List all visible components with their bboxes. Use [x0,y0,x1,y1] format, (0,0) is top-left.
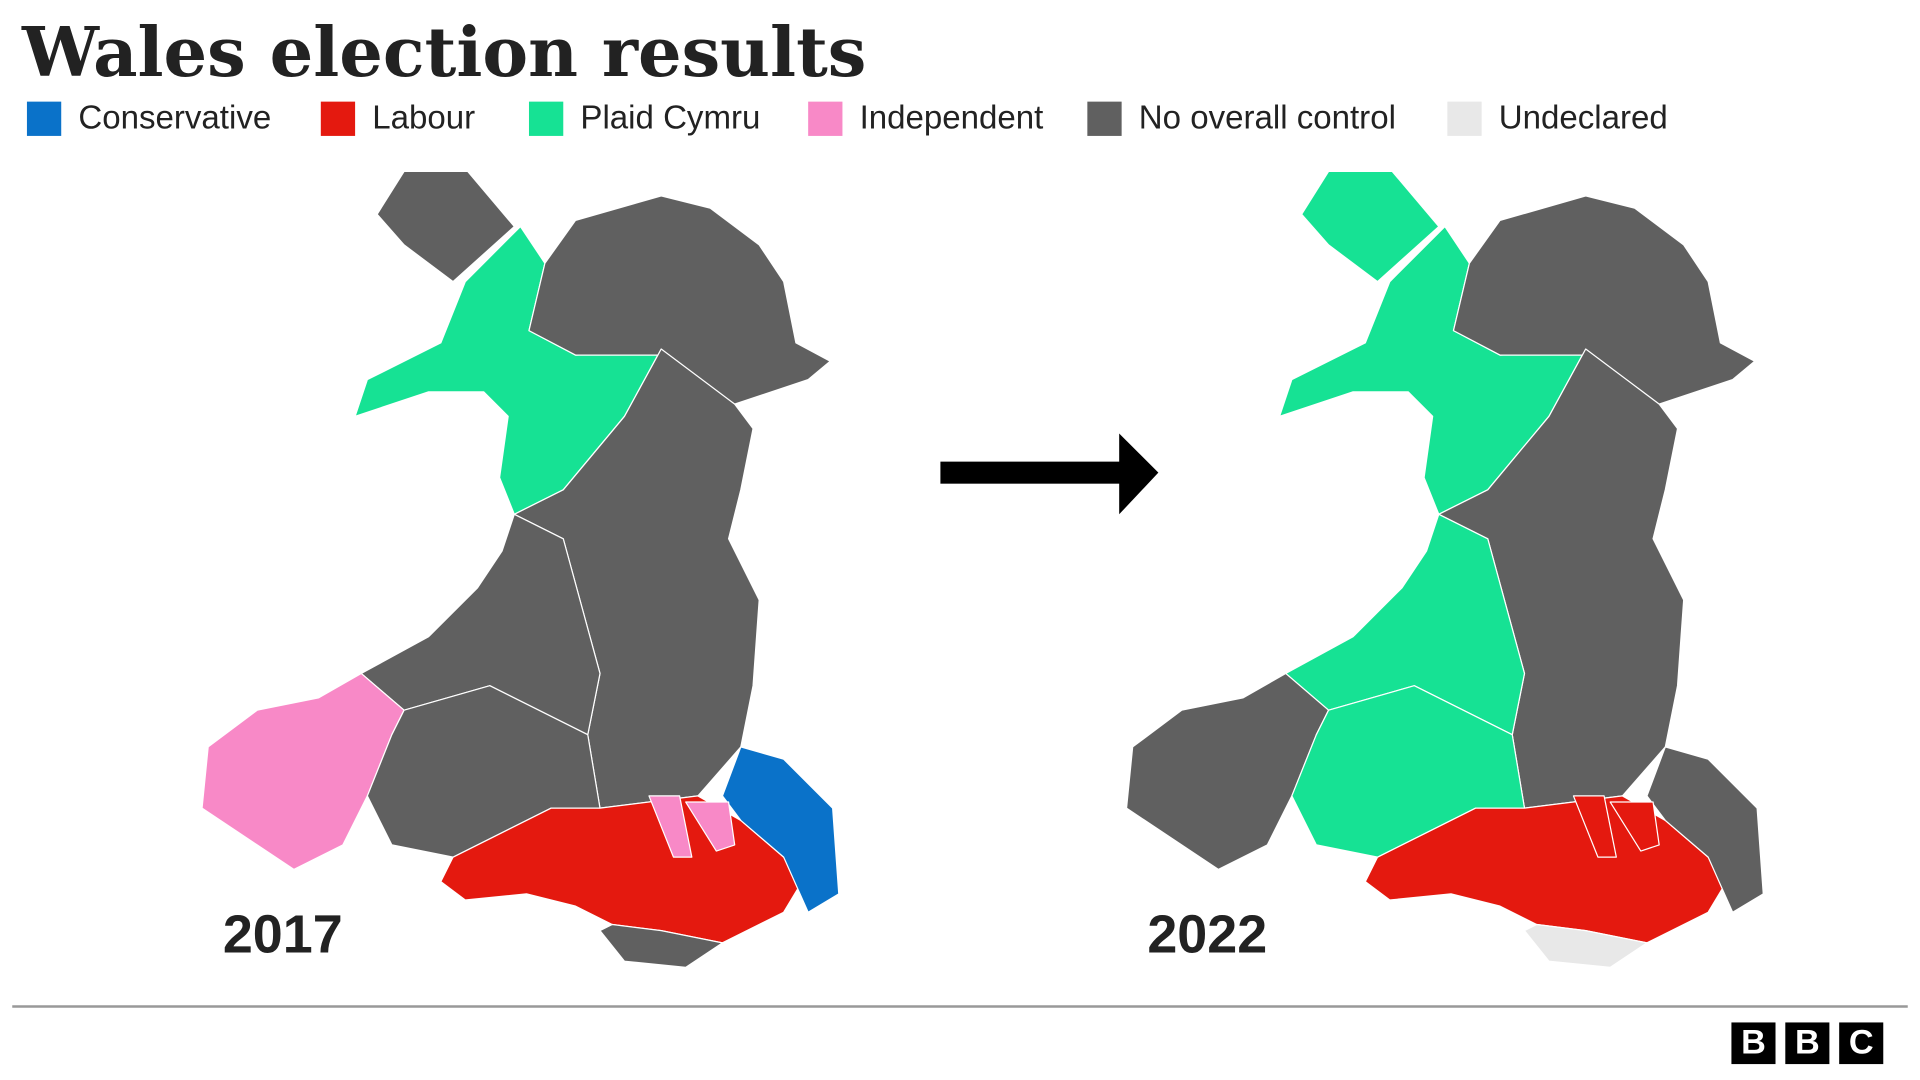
legend-label: No overall control [1139,100,1396,137]
region [1125,672,1330,870]
legend-swatch [1447,101,1482,136]
title: Wales election results [21,13,866,93]
legend-swatch [320,101,356,136]
legend-label: Conservative [78,100,271,137]
legend-swatch [26,101,62,136]
logo-letter: C [1849,1024,1874,1062]
legend-swatch [808,101,843,136]
legend-label: Undeclared [1499,100,1668,137]
region [528,195,831,405]
legend: Conservative Labour Plaid Cymru Independent… [26,100,1668,137]
region [201,672,405,870]
logo-letter: B [1741,1024,1766,1062]
region [1572,795,1617,858]
region [1452,195,1756,405]
region [1301,170,1440,283]
year-label: 2017 [223,905,343,965]
legend-label: Independent [860,100,1044,137]
region [1523,923,1648,968]
legend-label: Labour [372,100,475,137]
region [1609,801,1660,852]
bbc-logo: B B C [1731,1022,1884,1065]
region [685,801,736,852]
logo-letter: B [1795,1024,1820,1062]
map-2022 [1125,170,1764,968]
region [599,923,724,968]
legend-swatch [1087,101,1122,136]
map-2017 [201,170,840,968]
year-label: 2022 [1147,905,1267,965]
arrow [940,433,1159,515]
legend-swatch [528,101,564,136]
region [376,170,515,283]
region [648,795,693,858]
legend-label: Plaid Cymru [580,100,760,137]
